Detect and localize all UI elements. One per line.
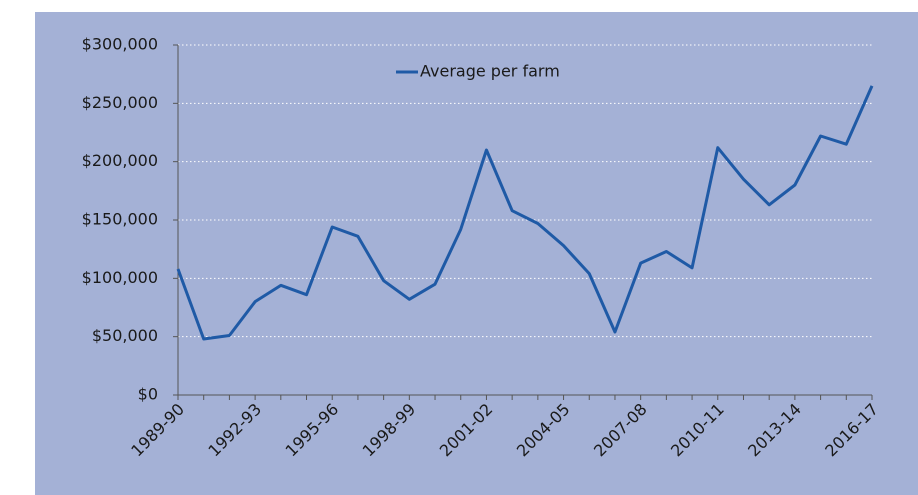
legend-label: Average per farm: [420, 62, 560, 81]
y-tick-label: $50,000: [92, 326, 158, 345]
y-tick-label: $150,000: [82, 210, 158, 229]
series-line: [176, 85, 874, 341]
y-tick-label: $0: [138, 385, 158, 404]
y-tick-label: $100,000: [82, 268, 158, 287]
y-tick-label: $300,000: [82, 35, 158, 54]
y-tick-label: $200,000: [82, 151, 158, 170]
y-tick-label: $250,000: [82, 93, 158, 112]
chart-background: [35, 12, 918, 495]
